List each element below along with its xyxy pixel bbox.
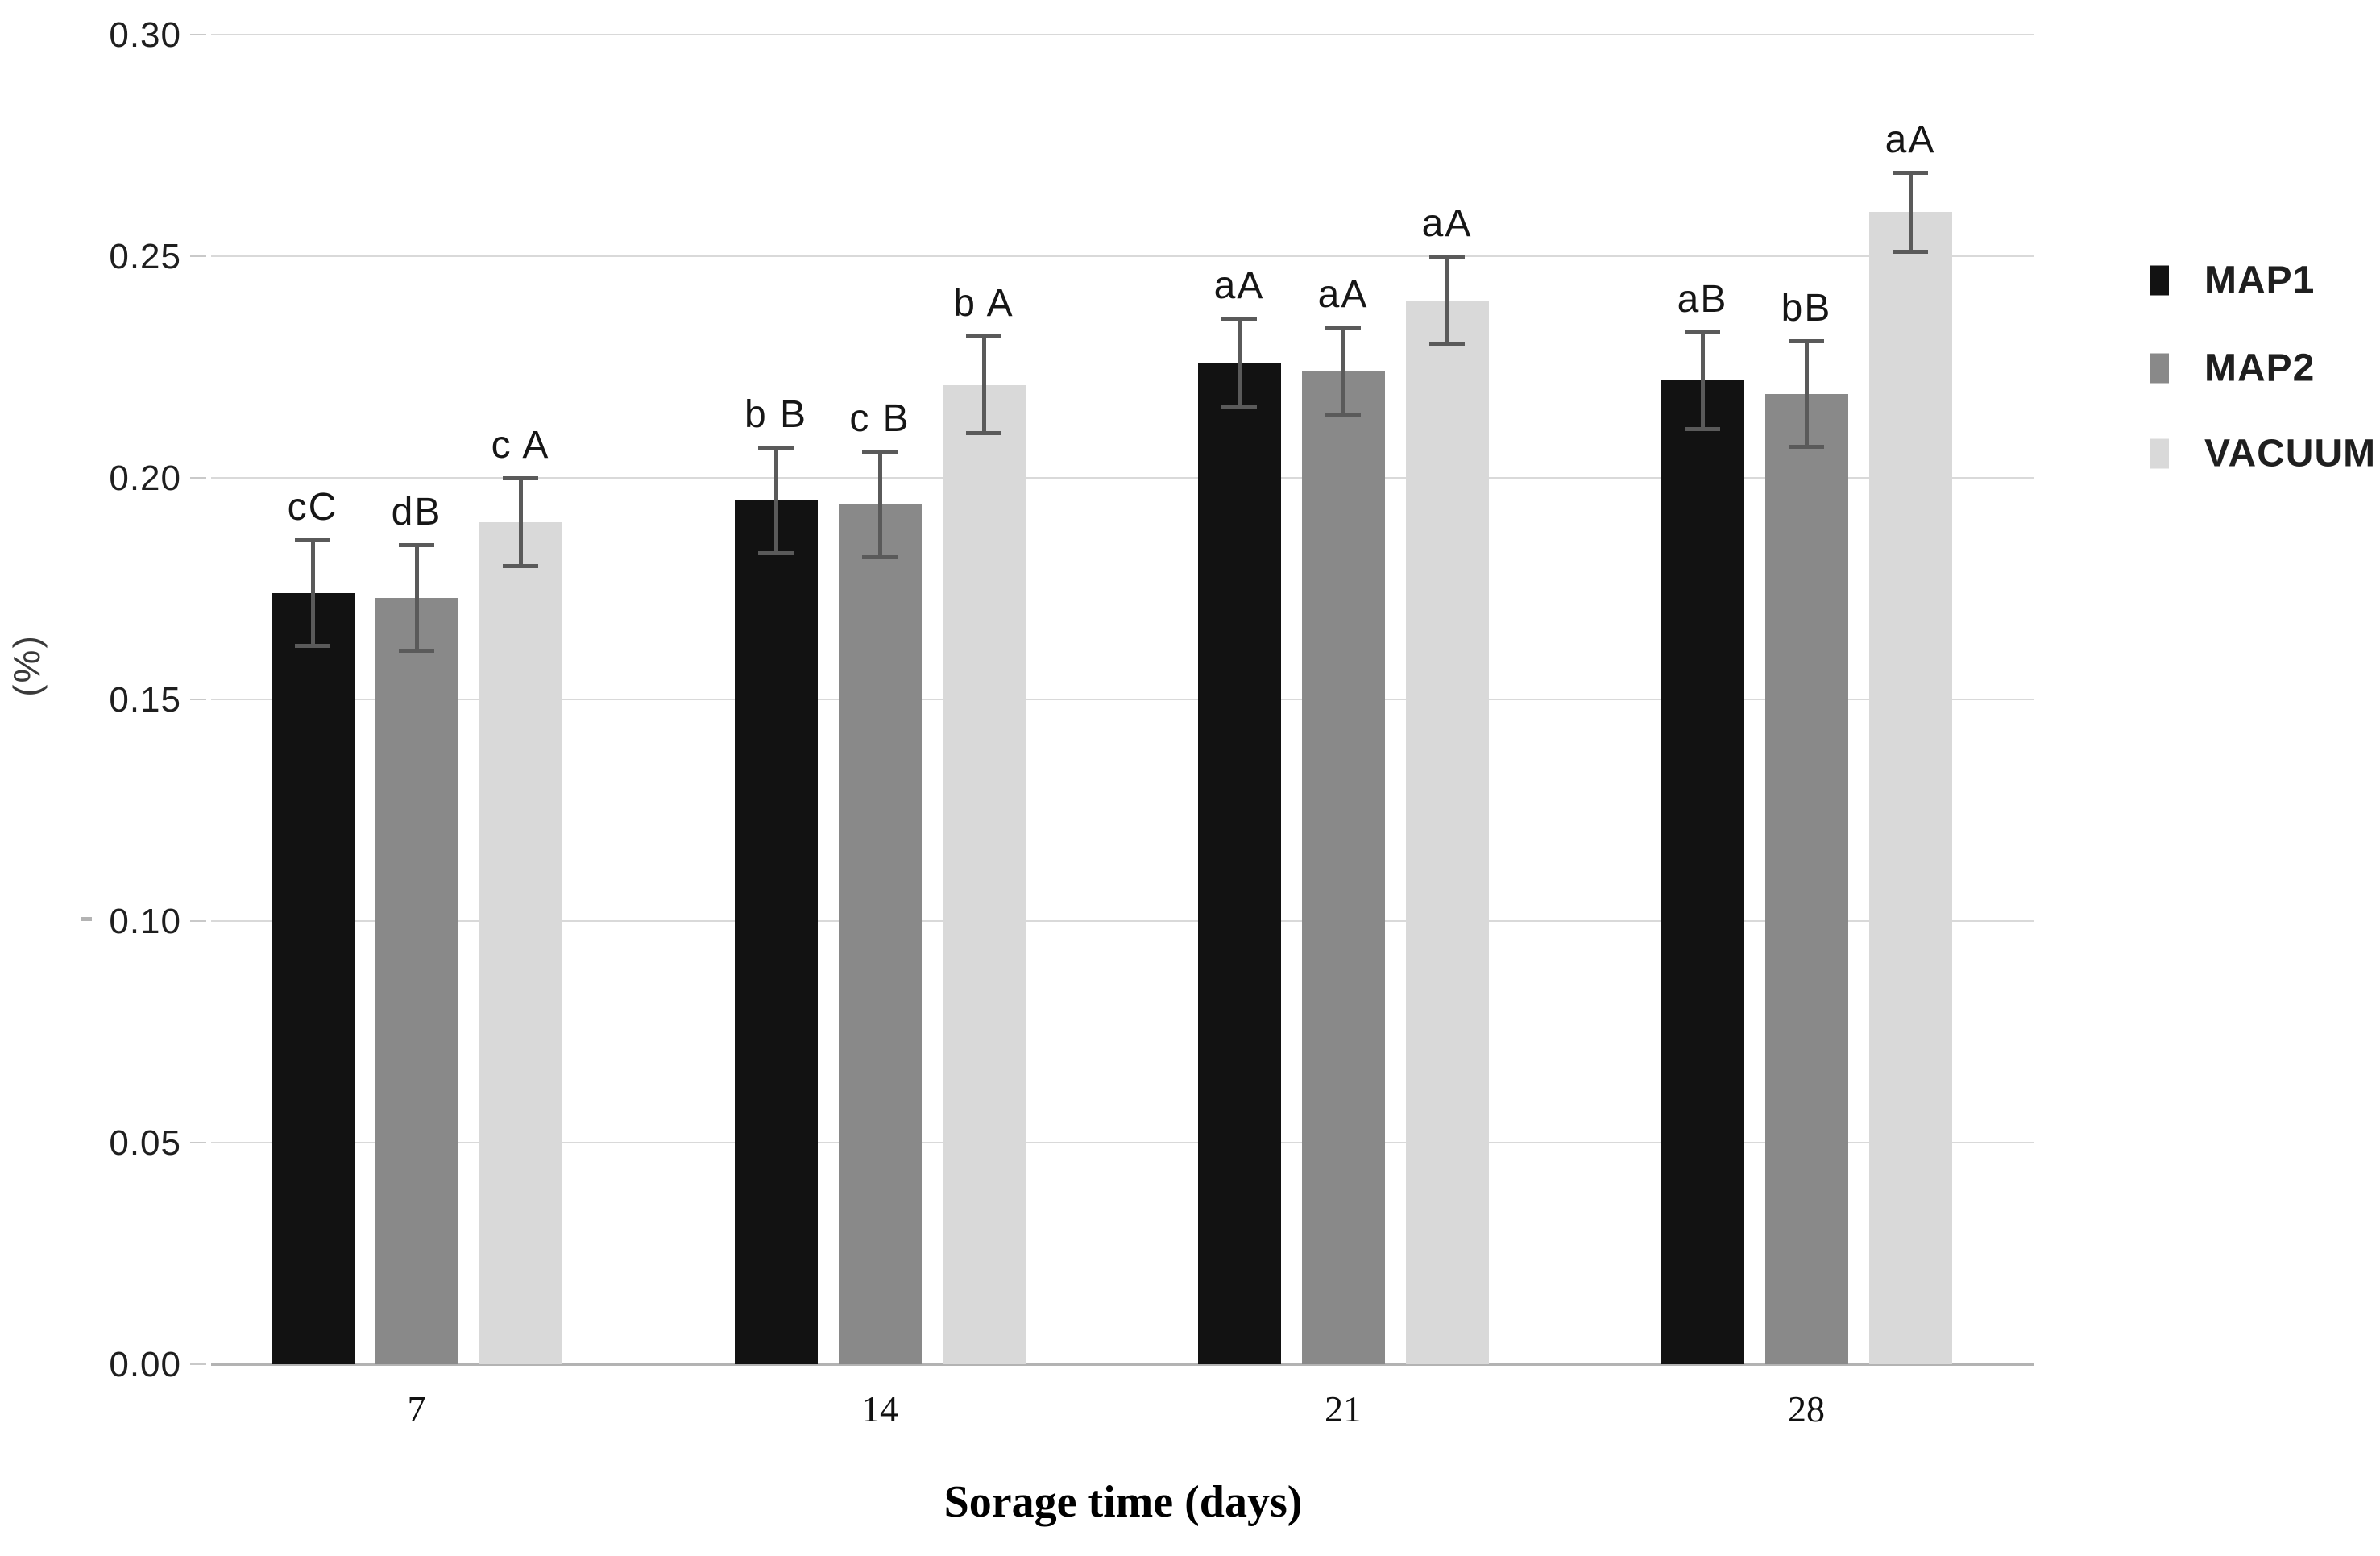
error-bar-line: [519, 478, 523, 566]
gridline: [211, 1142, 2034, 1143]
error-bar-cap-bottom: [758, 550, 794, 555]
y-tick-label: 0.15: [109, 680, 181, 720]
axis-tick: [190, 1142, 206, 1143]
error-bar-cap-top: [1221, 317, 1257, 321]
x-tick-label: 28: [1788, 1388, 1825, 1429]
legend-item-vacuum: VACUUM: [2150, 432, 2376, 476]
bar-map1-day28: [1661, 380, 1744, 1364]
bar-annotation: aA: [1421, 202, 1473, 245]
error-bar-line: [774, 446, 778, 554]
axis-tick: [190, 699, 206, 700]
bar-vacuum-day28: [1868, 212, 1952, 1364]
error-bar-line: [1341, 327, 1345, 416]
error-bar-line: [1909, 172, 1913, 252]
legend-marker-map1: [2150, 265, 2169, 296]
error-bar-line: [1445, 256, 1449, 345]
x-axis-line: [211, 1363, 2034, 1366]
error-bar-cap-top: [1789, 338, 1824, 343]
y-tick-label: 0.00: [109, 1345, 181, 1384]
bar-vacuum-day21: [1405, 301, 1489, 1364]
y-tick-label: 0.10: [109, 902, 181, 941]
error-bar-line: [1805, 340, 1809, 447]
bar-annotation: aB: [1677, 277, 1728, 321]
y-tick-label: 0.05: [109, 1123, 181, 1163]
y-tick-label: 0.25: [109, 237, 181, 276]
legend-label: VACUUM: [2204, 432, 2377, 475]
bar-vacuum-day7: [479, 522, 562, 1364]
bar-annotation: b B: [744, 392, 808, 436]
error-bar-line: [982, 336, 986, 434]
gridline: [211, 920, 2034, 922]
x-tick-label: 7: [407, 1388, 426, 1429]
bar-map1-day7: [271, 593, 355, 1364]
bar-annotation: c B: [849, 397, 910, 440]
error-bar-cap-top: [1685, 330, 1720, 334]
error-bar-cap-bottom: [503, 564, 538, 568]
error-bar-cap-bottom: [1429, 342, 1465, 346]
error-bar-cap-top: [1429, 255, 1465, 259]
bar-annotation: aA: [1213, 264, 1265, 307]
gridline: [211, 255, 2034, 257]
error-bar-line: [1701, 331, 1705, 429]
error-bar-cap-bottom: [295, 644, 330, 648]
axis-tick: [190, 34, 206, 35]
error-bar-line: [415, 544, 419, 651]
error-bar-line: [1238, 318, 1242, 407]
bar-annotation: bB: [1781, 286, 1832, 330]
error-bar-cap-top: [758, 445, 794, 450]
bar-map2-day7: [375, 597, 458, 1364]
error-bar-cap-bottom: [1789, 444, 1824, 449]
legend-marker-map2: [2150, 353, 2169, 384]
error-bar-cap-top: [966, 334, 1001, 338]
bar-map2-day21: [1301, 371, 1385, 1364]
bar-annotation: aA: [1885, 118, 1936, 161]
gridline: [211, 477, 2034, 479]
y-tick-label: 0.30: [109, 15, 181, 55]
bar-annotation: cC: [287, 486, 338, 529]
bar-map1-day14: [734, 500, 818, 1364]
axis-tick: [190, 920, 206, 922]
error-bar-cap-bottom: [966, 431, 1001, 435]
error-bar-cap-bottom: [399, 648, 434, 653]
error-bar-cap-bottom: [1685, 426, 1720, 431]
bar-annotation: c A: [491, 424, 550, 467]
x-axis-title: Sorage time (days): [943, 1477, 1303, 1527]
bar-map2-day14: [838, 504, 922, 1364]
error-bar-cap-bottom: [1893, 249, 1928, 254]
error-bar-cap-top: [862, 450, 898, 454]
axis-tick: [190, 255, 206, 257]
axis-tick: [190, 477, 206, 479]
x-tick-label: 14: [861, 1388, 898, 1429]
bar-annotation: dB: [391, 490, 442, 533]
scan-artifact: [81, 917, 92, 921]
bar-vacuum-day14: [942, 384, 1026, 1364]
error-bar-cap-top: [1893, 170, 1928, 175]
x-tick-label: 21: [1325, 1388, 1362, 1429]
error-bar-line: [878, 451, 882, 558]
bar-map2-day28: [1764, 393, 1848, 1364]
error-bar-cap-bottom: [1221, 405, 1257, 409]
legend-marker-vacuum: [2150, 438, 2169, 469]
legend-item-map2: MAP2: [2150, 346, 2315, 391]
axis-tick: [190, 1363, 206, 1365]
legend-item-map1: MAP1: [2150, 259, 2315, 303]
error-bar-line: [311, 540, 315, 646]
bar-annotation: b A: [953, 282, 1014, 325]
bar-annotation: aA: [1317, 273, 1369, 316]
y-tick-label: 0.20: [109, 459, 181, 498]
legend-label: MAP2: [2204, 346, 2316, 390]
error-bar-cap-top: [399, 542, 434, 547]
error-bar-cap-bottom: [1325, 413, 1361, 417]
legend-label: MAP1: [2204, 259, 2316, 302]
y-axis-title: (%): [6, 634, 48, 697]
gridline: [211, 699, 2034, 700]
error-bar-cap-top: [295, 538, 330, 542]
error-bar-cap-top: [1325, 326, 1361, 330]
error-bar-cap-bottom: [862, 555, 898, 559]
gridline: [211, 34, 2034, 35]
error-bar-cap-top: [503, 476, 538, 480]
bar-map1-day21: [1197, 363, 1281, 1364]
